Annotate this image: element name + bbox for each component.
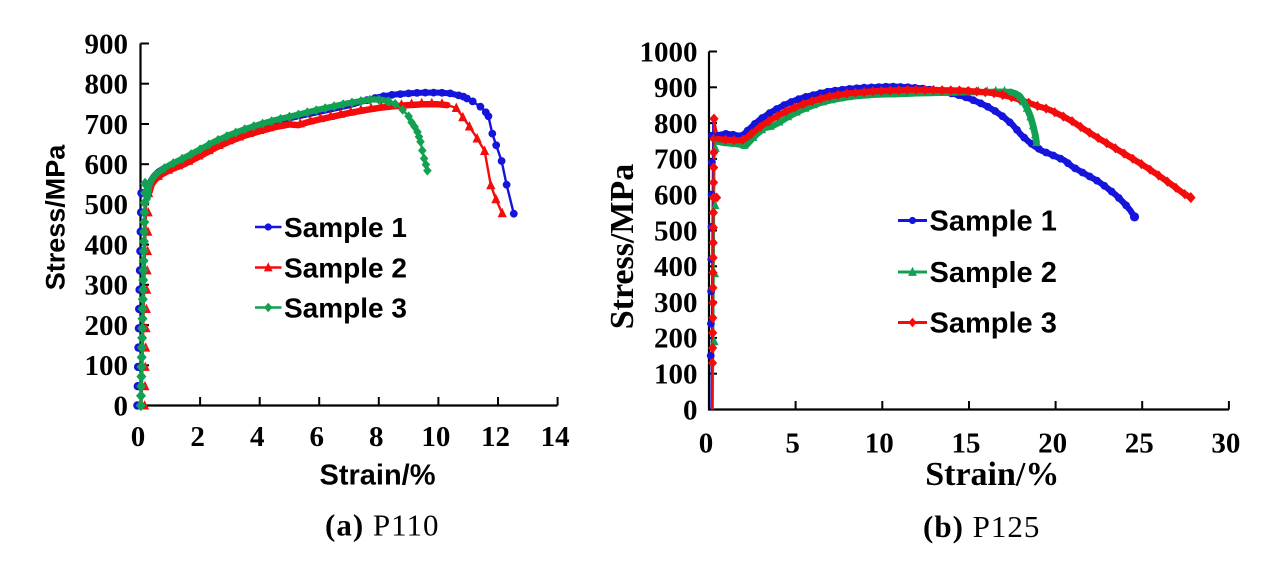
svg-text:2: 2 [190, 421, 205, 453]
svg-text:Stress/MPa: Stress/MPa [604, 164, 641, 330]
svg-text:900: 900 [85, 28, 129, 60]
svg-text:200: 200 [654, 323, 698, 355]
svg-text:Sample 1: Sample 1 [930, 206, 1057, 238]
svg-text:Sample 2: Sample 2 [284, 253, 407, 284]
svg-text:800: 800 [654, 108, 698, 140]
svg-text:30: 30 [1211, 428, 1240, 460]
svg-text:0: 0 [114, 390, 129, 422]
svg-text:Stress/MPa: Stress/MPa [41, 144, 71, 291]
svg-text:300: 300 [654, 287, 698, 319]
svg-text:0: 0 [699, 428, 714, 460]
svg-text:800: 800 [85, 69, 129, 101]
svg-text:700: 700 [654, 144, 698, 176]
svg-text:15: 15 [952, 428, 981, 460]
svg-text:(b) P125: (b) P125 [923, 509, 1040, 544]
svg-text:Strain/%: Strain/% [319, 460, 435, 492]
svg-text:12: 12 [481, 421, 510, 453]
svg-text:900: 900 [654, 72, 698, 104]
svg-text:100: 100 [654, 359, 698, 391]
svg-text:10: 10 [865, 428, 894, 460]
svg-text:Strain/%: Strain/% [925, 456, 1059, 493]
svg-text:20: 20 [1038, 428, 1067, 460]
svg-text:500: 500 [85, 189, 129, 221]
svg-text:1000: 1000 [640, 36, 698, 68]
svg-text:25: 25 [1125, 428, 1154, 460]
svg-text:Sample 2: Sample 2 [930, 257, 1057, 289]
svg-text:400: 400 [654, 251, 698, 283]
svg-text:200: 200 [85, 310, 129, 342]
svg-text:700: 700 [85, 109, 129, 141]
svg-text:Sample 1: Sample 1 [284, 212, 407, 243]
svg-text:5: 5 [785, 428, 800, 460]
svg-text:10: 10 [421, 421, 450, 453]
svg-text:8: 8 [369, 421, 384, 453]
svg-text:400: 400 [85, 229, 129, 261]
svg-text:100: 100 [85, 350, 129, 382]
svg-text:14: 14 [541, 421, 570, 453]
svg-text:6: 6 [309, 421, 324, 453]
svg-text:600: 600 [85, 149, 129, 181]
svg-text:0: 0 [683, 394, 698, 426]
svg-text:600: 600 [654, 180, 698, 212]
svg-text:Sample 3: Sample 3 [930, 308, 1057, 340]
svg-text:0: 0 [131, 421, 146, 453]
svg-text:500: 500 [654, 215, 698, 247]
svg-text:4: 4 [250, 421, 265, 453]
svg-text:(a) P110: (a) P110 [325, 508, 440, 543]
svg-text:Sample 3: Sample 3 [284, 293, 407, 324]
svg-text:300: 300 [85, 270, 129, 302]
